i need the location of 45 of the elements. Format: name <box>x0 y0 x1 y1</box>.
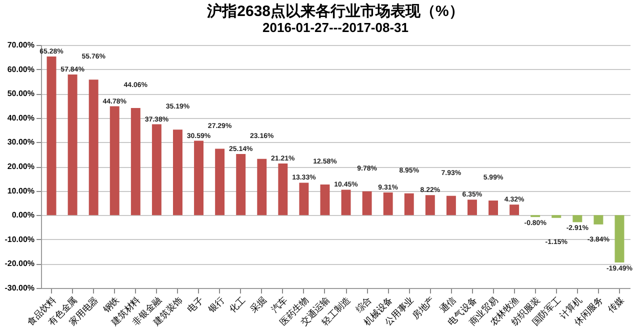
bar <box>488 200 498 216</box>
bar <box>215 148 225 216</box>
y-tick-label: -10.00% <box>4 234 34 244</box>
y-tick-label: -30.00% <box>4 284 34 292</box>
y-tick-label: 70.00% <box>7 40 34 50</box>
bar <box>552 215 562 218</box>
bar <box>194 140 204 216</box>
bar <box>236 154 246 216</box>
bar <box>510 204 520 216</box>
y-tick-label: 30.00% <box>7 138 34 147</box>
y-tick-label: -20.00% <box>4 259 34 268</box>
bar <box>152 124 162 216</box>
bar <box>173 130 182 216</box>
y-tick-label: 60.00% <box>7 64 34 74</box>
bar <box>614 215 624 262</box>
bar <box>299 182 309 216</box>
bar <box>341 190 351 216</box>
bar <box>362 191 372 216</box>
x-tick-label: 化工 <box>227 294 248 315</box>
bar <box>130 108 140 216</box>
bar <box>278 164 288 216</box>
bar <box>446 196 456 216</box>
x-tick-label: 电子 <box>185 294 206 315</box>
bar <box>383 192 393 216</box>
bar <box>425 195 435 216</box>
bar <box>46 56 56 216</box>
y-tick-label: 20.00% <box>7 162 34 171</box>
bar <box>594 215 604 224</box>
bar <box>257 158 267 216</box>
chart-subtitle: 2016-01-27---2017-08-31 <box>262 20 408 35</box>
bar <box>88 80 98 216</box>
y-tick-label: 10.00% <box>7 186 34 196</box>
x-tick-label: 银行 <box>206 294 226 316</box>
x-tick-label: 采掘 <box>248 294 268 315</box>
y-tick-label: 50.00% <box>7 89 34 98</box>
bar <box>320 184 330 216</box>
chart-title: 沪指2638点以来各行业市场表现（%） <box>206 2 464 20</box>
bar <box>468 200 477 216</box>
y-tick-label: 40.00% <box>7 113 34 122</box>
bar <box>68 74 78 216</box>
bar <box>572 215 582 222</box>
y-tick-label: 0.00% <box>12 210 34 220</box>
x-tick-label: 传媒 <box>606 294 626 315</box>
bar <box>110 106 120 216</box>
bar <box>404 193 414 216</box>
